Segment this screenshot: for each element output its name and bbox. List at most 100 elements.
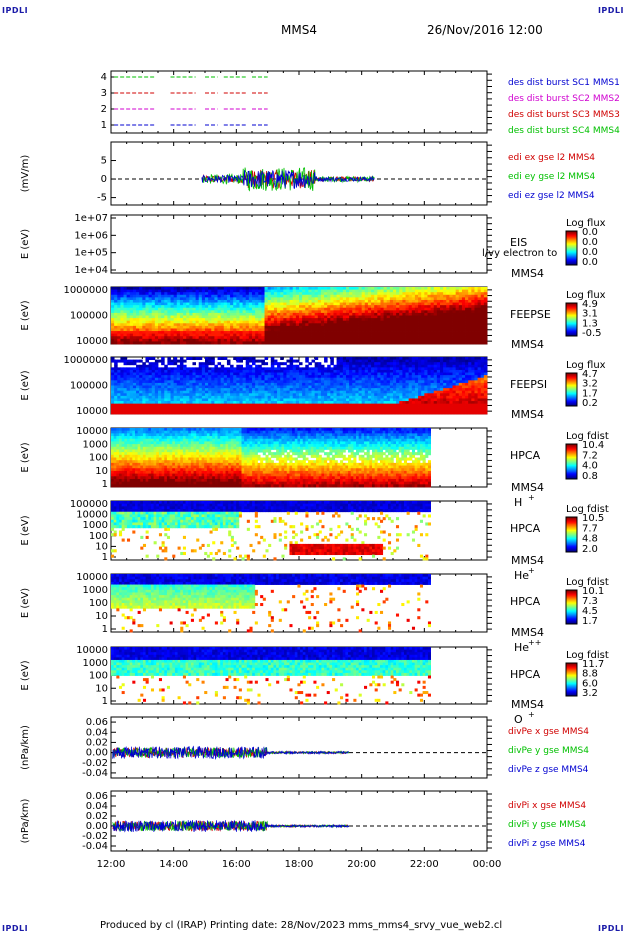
feepse-spectrogram-cell	[145, 310, 149, 314]
feepsi-spectrogram-cell	[139, 408, 143, 412]
feepse-spectrogram-cell	[264, 336, 269, 340]
feepse-spectrogram-cell	[226, 341, 231, 345]
feepse-spectrogram-cell	[302, 287, 306, 290]
feepse-spectrogram-cell	[217, 318, 222, 322]
feepse-spectrogram-cell	[436, 294, 441, 298]
feepsi-spectrogram-cell	[164, 411, 168, 415]
feepse-spectrogram-cell	[396, 336, 400, 340]
feepsi-spectrogram-cell	[361, 395, 366, 399]
feepse-spectrogram-cell	[367, 341, 372, 345]
feepsi-spectrogram-cell	[233, 367, 237, 371]
feepse-spectrogram-cell	[223, 297, 228, 301]
feepse-spectrogram-cell	[161, 325, 165, 329]
feepse-spectrogram-cell	[145, 333, 149, 337]
feepse-spectrogram-cell	[248, 323, 253, 327]
feepse-spectrogram-cell	[223, 289, 228, 293]
feepse-spectrogram-cell	[239, 305, 243, 309]
feepsi-spectrogram-cell	[314, 382, 319, 386]
feepsi-spectrogram-cell	[302, 382, 306, 386]
feepsi-spectrogram-cell	[371, 406, 375, 410]
feepse-spectrogram-cell	[477, 310, 482, 314]
feepse-spectrogram-cell	[471, 302, 475, 306]
feepse-spectrogram-cell	[393, 289, 397, 293]
feepse-spectrogram-cell	[223, 302, 228, 306]
feepsi-spectrogram-cell	[161, 395, 165, 399]
feepse-spectrogram-cell	[267, 341, 272, 345]
feepsi-spectrogram-cell	[308, 377, 312, 381]
feepse-spectrogram-cell	[346, 336, 350, 340]
feepse-spectrogram-cell	[358, 297, 363, 301]
feepsi-spectrogram-cell	[201, 403, 206, 407]
feepsi-spectrogram-cell	[139, 359, 143, 363]
feepsi-spectrogram-cell	[214, 401, 218, 405]
eis-colorbar-cell	[566, 257, 577, 259]
feepsi-spectrogram-cell	[371, 359, 375, 363]
feepse-spectrogram-cell	[349, 331, 353, 335]
feepse-spectrogram-cell	[170, 287, 175, 290]
feepse-spectrogram-cell	[208, 310, 212, 314]
feepse-spectrogram-cell	[477, 333, 482, 337]
feepsi-spectrogram-cell	[139, 385, 143, 389]
feepsi-spectrogram-cell	[292, 398, 297, 402]
feepse-spectrogram-cell	[258, 297, 262, 301]
feepse-spectrogram-cell	[327, 338, 331, 342]
feepse-spectrogram-cell	[217, 292, 222, 296]
feepse-spectrogram-cell	[189, 292, 193, 296]
feepsi-spectrogram-cell	[264, 367, 269, 371]
feepse-spectrogram-cell	[217, 336, 222, 340]
feepse-spectrogram-cell	[195, 289, 200, 293]
feepse-spectrogram-cell	[205, 320, 209, 324]
feepsi-spectrogram-cell	[292, 411, 297, 415]
feepsi-spectrogram-cell	[239, 403, 243, 407]
feepse-spectrogram-cell	[148, 325, 153, 329]
feepse-spectrogram-cell	[217, 289, 222, 293]
feepsi-spectrogram-cell	[230, 398, 234, 402]
feepsi-spectrogram-cell	[145, 372, 149, 376]
feepsi-spectrogram-cell	[305, 393, 309, 397]
feepse-spectrogram-cell	[352, 341, 356, 345]
feepse-spectrogram-cell	[339, 315, 344, 319]
feepsi-spectrogram-cell	[346, 393, 350, 397]
feepsi-spectrogram-cell	[230, 367, 234, 371]
feepse-spectrogram-cell	[367, 331, 372, 335]
feepse-spectrogram-cell	[277, 341, 281, 345]
feepsi-spectrogram-cell	[320, 385, 325, 389]
feepse-spectrogram-cell	[364, 297, 369, 301]
feepsi-spectrogram-cell	[286, 382, 290, 386]
feepsi-spectrogram-cell	[295, 390, 300, 394]
feepse-spectrogram-cell	[333, 333, 337, 337]
feepse-spectrogram-cell	[192, 328, 196, 332]
feepse-spectrogram-cell	[396, 333, 400, 337]
feepse-spectrogram-cell	[320, 307, 325, 311]
feepse-spectrogram-cell	[154, 292, 159, 296]
feepsi-spectrogram-cell	[277, 367, 281, 371]
feepsi-spectrogram-cell	[261, 395, 265, 399]
feepse-spectrogram-cell	[320, 320, 325, 324]
feepse-spectrogram-cell	[270, 320, 275, 324]
feepse-spectrogram-cell	[170, 341, 175, 345]
feepse-spectrogram-cell	[371, 294, 375, 298]
feepse-spectrogram-cell	[396, 315, 400, 319]
feepse-spectrogram-cell	[201, 323, 206, 327]
feepse-spectrogram-cell	[136, 307, 140, 311]
feepsi-spectrogram-cell	[258, 385, 262, 389]
feepsi-spectrogram-cell	[320, 388, 325, 392]
feepsi-spectrogram-cell	[389, 408, 394, 412]
feepsi-spectrogram-cell	[120, 369, 124, 373]
feepse-spectrogram-cell	[477, 338, 482, 342]
feepsi-spectrogram-cell	[371, 380, 375, 384]
feepsi-spectrogram-cell	[233, 388, 237, 392]
feepsi-spectrogram-cell	[371, 369, 375, 373]
feepse-spectrogram-cell	[111, 320, 115, 324]
feepse-spectrogram-cell	[179, 294, 184, 298]
feepse-spectrogram-cell	[233, 325, 237, 329]
feepsi-spectrogram-cell	[324, 367, 328, 371]
feepse-spectrogram-cell	[261, 287, 265, 290]
feepse-spectrogram-cell	[139, 294, 143, 298]
feepsi-spectrogram-cell	[167, 359, 171, 363]
feepse-spectrogram-cell	[339, 287, 344, 290]
feepse-spectrogram-cell	[418, 307, 422, 311]
feepsi-spectrogram-cell	[145, 388, 149, 392]
feepse-spectrogram-cell	[405, 331, 410, 335]
feepsi-spectrogram-cell	[217, 362, 222, 366]
